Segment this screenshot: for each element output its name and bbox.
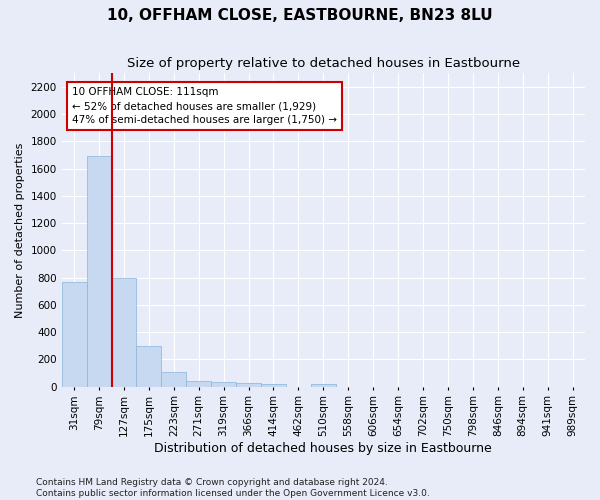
Bar bbox=[236, 384, 261, 386]
Bar bbox=[62, 282, 86, 387]
Bar bbox=[86, 156, 112, 386]
Bar bbox=[112, 278, 136, 386]
Bar bbox=[136, 346, 161, 387]
Bar bbox=[211, 382, 236, 386]
Bar bbox=[186, 380, 211, 386]
Bar bbox=[311, 384, 336, 386]
Title: Size of property relative to detached houses in Eastbourne: Size of property relative to detached ho… bbox=[127, 58, 520, 70]
Bar bbox=[261, 384, 286, 386]
Text: Contains HM Land Registry data © Crown copyright and database right 2024.
Contai: Contains HM Land Registry data © Crown c… bbox=[36, 478, 430, 498]
Y-axis label: Number of detached properties: Number of detached properties bbox=[15, 142, 25, 318]
Bar bbox=[161, 372, 186, 386]
Text: 10, OFFHAM CLOSE, EASTBOURNE, BN23 8LU: 10, OFFHAM CLOSE, EASTBOURNE, BN23 8LU bbox=[107, 8, 493, 22]
X-axis label: Distribution of detached houses by size in Eastbourne: Distribution of detached houses by size … bbox=[154, 442, 492, 455]
Text: 10 OFFHAM CLOSE: 111sqm
← 52% of detached houses are smaller (1,929)
47% of semi: 10 OFFHAM CLOSE: 111sqm ← 52% of detache… bbox=[72, 87, 337, 125]
